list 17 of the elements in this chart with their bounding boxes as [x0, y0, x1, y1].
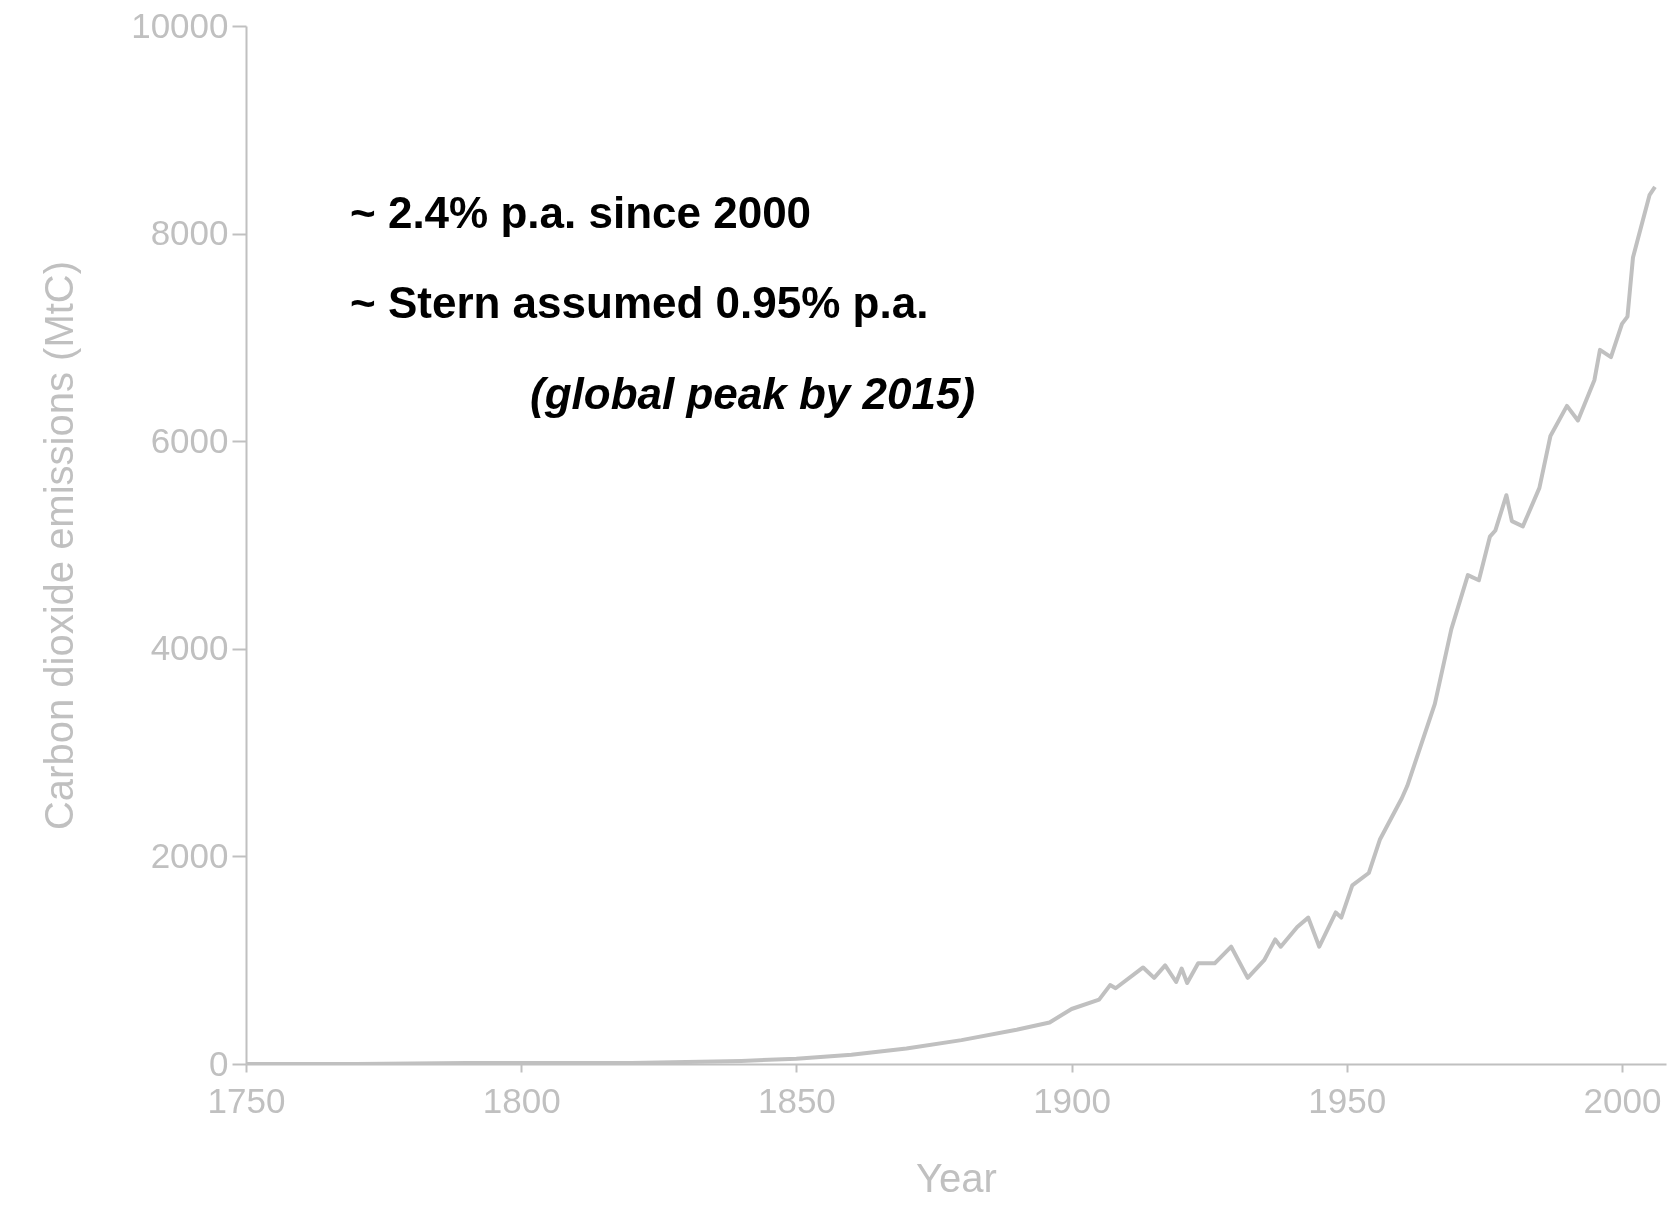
- y-tick-label: 8000: [150, 213, 229, 253]
- x-tick-label: 1800: [482, 1080, 561, 1120]
- x-tick-label: 1950: [1308, 1080, 1387, 1120]
- x-tick-label: 1750: [207, 1080, 286, 1120]
- x-tick-label: 2000: [1583, 1080, 1662, 1120]
- y-tick-label: 6000: [150, 420, 229, 460]
- y-tick-label: 0: [209, 1043, 229, 1083]
- y-axis-title: Carbon dioxide emissions (MtC): [37, 260, 82, 831]
- annotation: ~ 2.4% p.a. since 2000: [350, 188, 812, 237]
- annotation: (global peak by 2015): [530, 369, 976, 418]
- y-tick-label: 2000: [150, 835, 229, 875]
- y-tick-label: 10000: [131, 5, 229, 45]
- annotation: ~ Stern assumed 0.95% p.a.: [350, 278, 929, 327]
- x-tick-label: 1900: [1033, 1080, 1112, 1120]
- x-axis-title: Year: [916, 1155, 997, 1200]
- x-tick-label: 1850: [757, 1080, 836, 1120]
- y-tick-label: 4000: [150, 628, 229, 668]
